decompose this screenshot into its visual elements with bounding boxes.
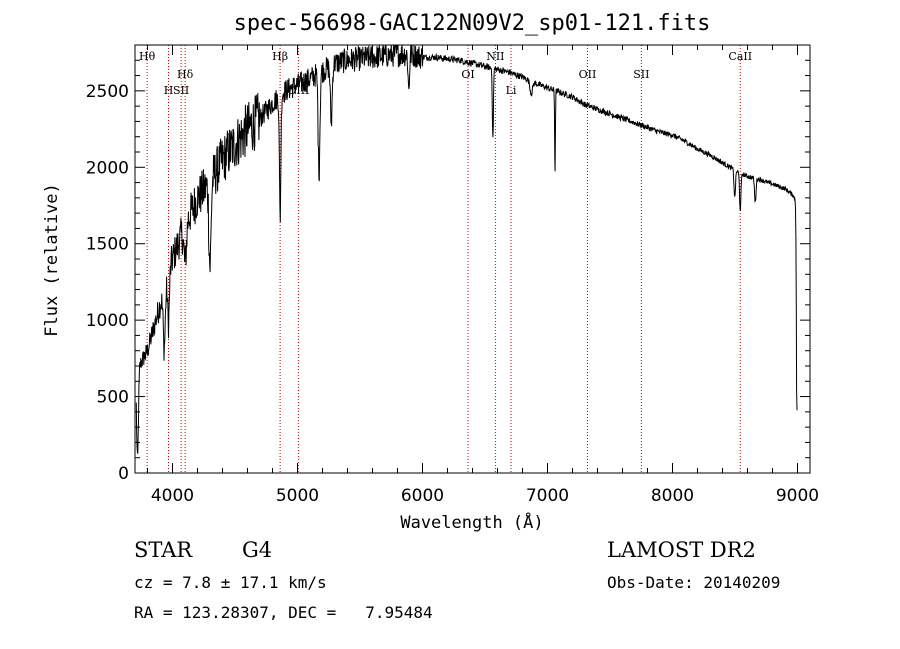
y-tick-label: 1000 [86, 311, 129, 331]
chart-title: spec-56698-GAC122N09V2_sp01-121.fits [234, 11, 711, 36]
line-marker-label: Hδ [177, 68, 194, 81]
line-marker-label: OI [461, 68, 474, 81]
y-tick-label: 500 [97, 388, 129, 408]
line-marker-label: SII [173, 84, 189, 97]
y-tick-label: 0 [118, 464, 129, 484]
x-tick-label: 9000 [776, 486, 819, 506]
spectrum-series [135, 45, 798, 454]
survey-name: LAMOST DR2 [607, 538, 756, 562]
line-marker-label: OII [579, 68, 597, 81]
spectral-subclass: G4 [242, 538, 273, 562]
x-tick-label: 8000 [651, 486, 694, 506]
plot-frame [134, 44, 811, 474]
line-marker-label: CaII [728, 50, 752, 63]
line-marker-label: NII [486, 50, 504, 63]
y-tick-label: 2500 [86, 82, 129, 102]
observation-date: Obs-Date: 20140209 [607, 573, 781, 592]
line-marker-label: Hβ [272, 50, 288, 63]
y-axis-ticks: 0 500 1000 1500 2000 2500 [86, 59, 810, 484]
x-tick-label: 7000 [526, 486, 569, 506]
spectrum-line [135, 45, 798, 454]
y-axis-label: Flux (relative) [42, 183, 62, 337]
x-axis-label: Wavelength (Å) [400, 511, 543, 533]
x-axis-ticks: 4000 5000 6000 7000 8000 9000 [147, 45, 819, 506]
ra-dec-coordinates: RA = 123.28307, DEC = 7.95484 [134, 603, 433, 622]
line-marker-label: Hθ [139, 50, 156, 63]
line-marker-label: SII [633, 68, 649, 81]
line-marker-label: H [164, 84, 174, 97]
object-class: STAR [134, 538, 193, 562]
y-tick-label: 2000 [86, 158, 129, 178]
x-tick-label: 4000 [151, 486, 194, 506]
redshift-velocity: cz = 7.8 ± 17.1 km/s [134, 573, 327, 592]
y-tick-label: 1500 [86, 235, 129, 255]
x-tick-label: 5000 [276, 486, 319, 506]
line-marker-label: Li [506, 84, 517, 97]
x-tick-label: 6000 [401, 486, 444, 506]
